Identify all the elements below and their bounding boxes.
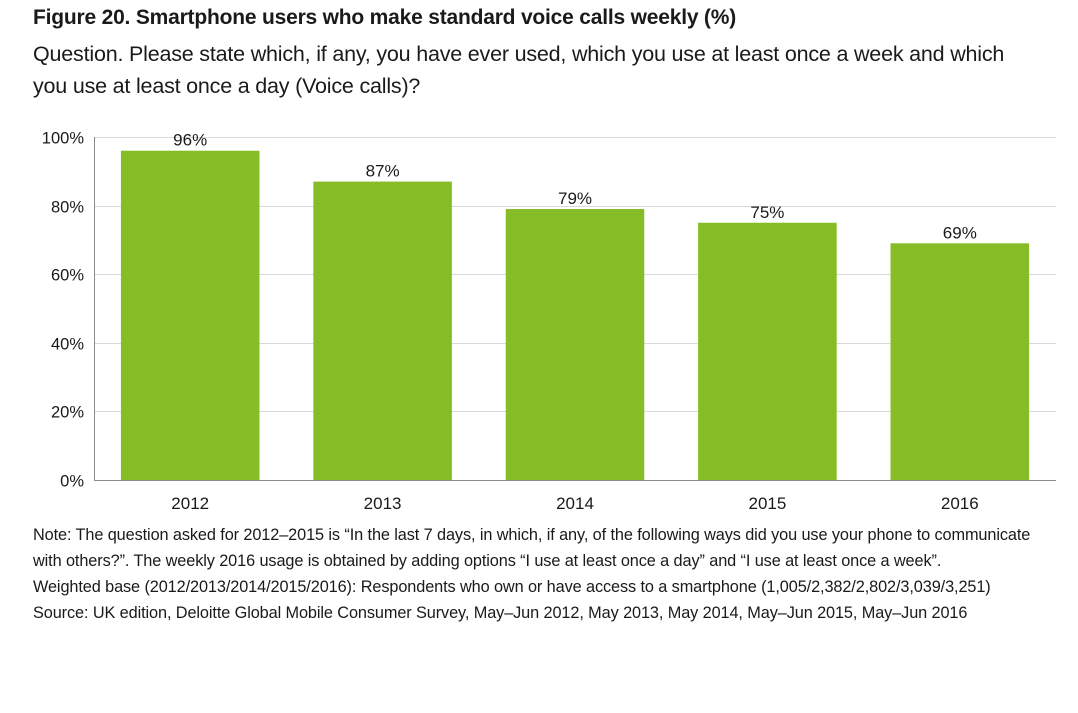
bars bbox=[120, 150, 1030, 480]
labels: 96% 2012 87% 2013 79% 2014 75% 2015 69% 2016 bbox=[171, 131, 978, 513]
x-tick-label-2015: 2015 bbox=[748, 494, 786, 513]
x-tick-label-2016: 2016 bbox=[941, 494, 979, 513]
chart-subtitle: Question. Please state which, if any, yo… bbox=[33, 42, 1005, 98]
y-tick-label: 0% bbox=[60, 473, 84, 491]
bar-2015 bbox=[698, 222, 837, 480]
bar-2012 bbox=[120, 150, 260, 480]
y-tick-label: 100% bbox=[42, 130, 85, 148]
axes: 0% 20% 40% 60% 80% 100% bbox=[42, 130, 1056, 491]
data-label-2015: 75% bbox=[750, 203, 784, 222]
chart-title: Figure 20. Smartphone users who make sta… bbox=[33, 6, 736, 29]
bar-2016 bbox=[890, 243, 1030, 480]
y-tick-label: 20% bbox=[51, 404, 84, 422]
chart-notes: Note: The question asked for 2012–2015 i… bbox=[33, 522, 1053, 626]
data-label-2012: 96% bbox=[173, 131, 207, 150]
x-tick-label-2014: 2014 bbox=[556, 494, 594, 513]
y-tick-label: 80% bbox=[51, 199, 84, 217]
x-tick-label-2012: 2012 bbox=[171, 494, 209, 513]
bar-2013 bbox=[313, 181, 452, 480]
source-text: Source: UK edition, Deloitte Global Mobi… bbox=[33, 604, 968, 622]
x-tick-label-2013: 2013 bbox=[364, 494, 402, 513]
bar-chart: 0% 20% 40% 60% 80% 100% 96% 2012 87% 2013 79% 2014… bbox=[42, 130, 1056, 513]
data-label-2013: 87% bbox=[366, 162, 400, 181]
data-label-2014: 79% bbox=[558, 189, 592, 208]
weighted-base-text: Weighted base (2012/2013/2014/2015/2016)… bbox=[33, 578, 991, 596]
y-tick-label: 60% bbox=[51, 267, 84, 285]
y-tick-label: 40% bbox=[51, 336, 84, 354]
data-label-2016: 69% bbox=[943, 223, 977, 242]
bar-2014 bbox=[505, 209, 645, 480]
note-text: Note: The question asked for 2012–2015 i… bbox=[33, 526, 1031, 570]
